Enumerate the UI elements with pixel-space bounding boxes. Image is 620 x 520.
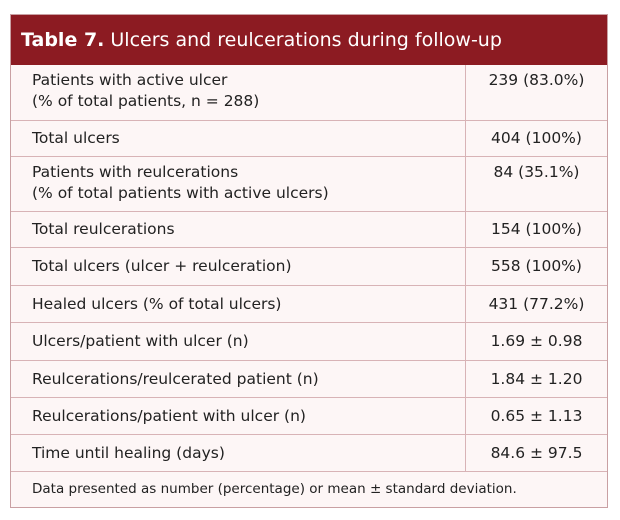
row-value: 154 (100%) bbox=[491, 220, 582, 238]
label-line: Total ulcers bbox=[32, 129, 120, 147]
table-row: Total ulcers (ulcer + reulceration) 558 (… bbox=[11, 248, 607, 286]
label-line: Patients with active ulcer bbox=[32, 71, 228, 89]
table-row: Reulcerations/patient with ulcer (n) 0.65… bbox=[11, 398, 607, 435]
label-line: Patients with reulcerations bbox=[32, 163, 239, 181]
table-row: Total ulcers 404 (100%) bbox=[11, 121, 607, 157]
label-line: Total ulcers (ulcer + reulceration) bbox=[32, 257, 292, 275]
row-label: Healed ulcers (% of total ulcers) bbox=[11, 286, 466, 322]
label-line: Reulcerations/reulcerated patient (n) bbox=[32, 369, 319, 388]
row-value: 0.65 ± 1.13 bbox=[490, 406, 583, 425]
row-label: Reulcerations/reulcerated patient (n) bbox=[11, 361, 466, 397]
label-line: Reulcerations/patient with ulcer (n) bbox=[32, 406, 306, 425]
row-value: 1.84 ± 1.20 bbox=[490, 369, 583, 388]
label-line: (% of total patients with active ulcers) bbox=[32, 184, 329, 202]
table-row: Ulcers/patient with ulcer (n) 1.69 ± 0.98 bbox=[11, 323, 607, 361]
table-box: Table 7. Ulcers and reulcerations during… bbox=[10, 14, 608, 508]
row-value: 431 (77.2%) bbox=[488, 294, 585, 313]
row-label: Total ulcers bbox=[11, 121, 466, 156]
label-line: (% of total patients, n = 288) bbox=[32, 92, 260, 110]
label-line: Healed ulcers (% of total ulcers) bbox=[32, 294, 282, 313]
row-label: Total ulcers (ulcer + reulceration) bbox=[11, 248, 466, 285]
row-value: 84.6 ± 97.5 bbox=[490, 443, 583, 462]
row-label: Ulcers/patient with ulcer (n) bbox=[11, 323, 466, 360]
table-row: Time until healing (days) 84.6 ± 97.5 bbox=[11, 435, 607, 472]
row-value: 84 (35.1%) bbox=[493, 163, 580, 181]
table-title: Ulcers and reulcerations during follow-u… bbox=[110, 29, 502, 51]
row-label: Time until healing (days) bbox=[11, 435, 466, 471]
label-line: Total reulcerations bbox=[32, 220, 175, 238]
row-value: 558 (100%) bbox=[491, 257, 582, 275]
table-row: Healed ulcers (% of total ulcers) 431 (77… bbox=[11, 286, 607, 323]
table-header: Table 7. Ulcers and reulcerations during… bbox=[11, 15, 607, 65]
table-label: Table 7. bbox=[21, 29, 105, 51]
row-label: Patients with active ulcer (% of total pa… bbox=[11, 65, 466, 120]
row-label: Reulcerations/patient with ulcer (n) bbox=[11, 398, 466, 434]
row-label: Total reulcerations bbox=[11, 212, 466, 247]
row-label: Patients with reulcerations (% of total p… bbox=[11, 157, 466, 211]
table-row: Patients with active ulcer (% of total pa… bbox=[11, 65, 607, 121]
table-row: Total reulcerations 154 (100%) bbox=[11, 212, 607, 248]
footnote: Data presented as number (percentage) or… bbox=[32, 481, 517, 497]
label-line: Ulcers/patient with ulcer (n) bbox=[32, 332, 249, 350]
label-line: Time until healing (days) bbox=[32, 443, 225, 462]
table-row: Patients with reulcerations (% of total p… bbox=[11, 157, 607, 212]
row-value: 404 (100%) bbox=[491, 129, 582, 147]
row-value: 239 (83.0%) bbox=[488, 71, 585, 89]
row-value: 1.69 ± 0.98 bbox=[490, 332, 583, 350]
table-row: Reulcerations/reulcerated patient (n) 1.8… bbox=[11, 361, 607, 398]
table-body: Patients with active ulcer (% of total pa… bbox=[11, 65, 607, 472]
